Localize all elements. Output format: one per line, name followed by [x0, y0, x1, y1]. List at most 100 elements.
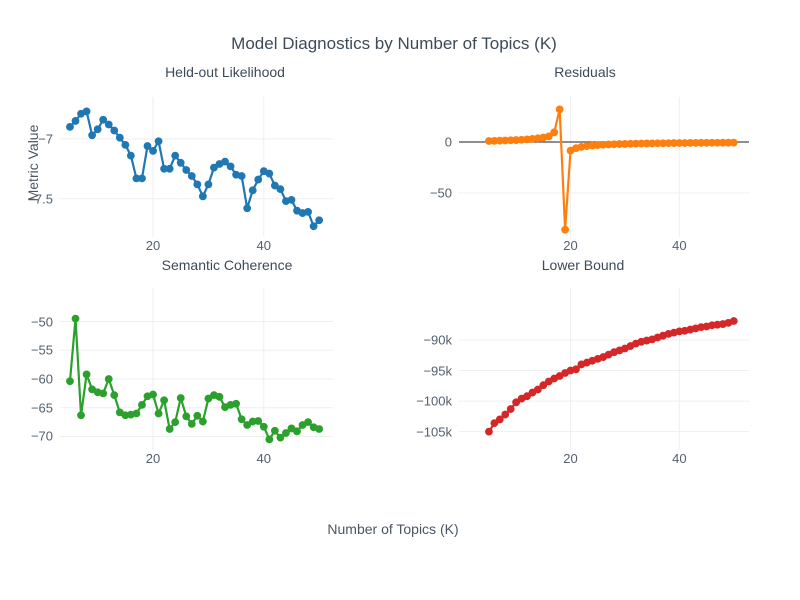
data-point-marker [171, 151, 180, 160]
data-point-marker [495, 136, 504, 145]
data-point-marker [555, 105, 564, 114]
data-point-marker [160, 396, 169, 405]
data-point-marker [485, 137, 493, 145]
subplot-held-out-likelihood [60, 97, 333, 237]
data-point-marker [713, 138, 722, 147]
data-point-marker [210, 163, 218, 172]
data-point-marker [561, 225, 569, 234]
series-line [487, 108, 735, 231]
data-point-marker [506, 405, 515, 413]
data-point-marker [221, 157, 229, 166]
data-point-marker [282, 429, 290, 437]
data-point-marker [315, 216, 324, 225]
subplot-lower-bound [459, 288, 749, 450]
data-point-marker [544, 132, 553, 141]
data-point-marker [104, 375, 113, 383]
data-point-marker [198, 192, 207, 201]
y-tick-label: −100k [416, 393, 452, 409]
data-point-marker [265, 435, 274, 444]
data-point-marker [138, 174, 146, 183]
data-point-marker [304, 207, 312, 216]
y-tick-label: −7 [38, 131, 53, 147]
y-axis-title: Metric Value [25, 124, 41, 202]
x-tick-label: 20 [563, 451, 578, 466]
data-point-marker [132, 409, 141, 418]
data-point-marker [293, 427, 301, 436]
figure-title: Model Diagnostics by Number of Topics (K… [231, 34, 557, 53]
data-point-marker [309, 222, 318, 231]
data-point-marker [232, 399, 240, 408]
subplot-title-held-out-likelihood: Held-out Likelihood [165, 64, 285, 80]
x-axis-title: Number of Topics (K) [327, 521, 459, 537]
series-line [68, 110, 321, 228]
data-point-marker [71, 314, 80, 323]
data-point-marker [697, 138, 706, 147]
subplot-residuals [459, 97, 749, 237]
y-tick-label: −65 [30, 400, 53, 416]
subplot-title-residuals: Residuals [554, 64, 616, 80]
data-point-marker [198, 417, 207, 426]
data-point-marker [176, 394, 185, 402]
x-tick-label: 20 [145, 238, 161, 253]
y-tick-label: −60 [30, 371, 53, 387]
data-point-marker [675, 139, 684, 147]
data-point-marker [501, 410, 510, 419]
x-tick-label: 20 [145, 451, 161, 466]
x-tick-label: 40 [256, 451, 271, 466]
data-point-marker [143, 142, 152, 150]
data-point-marker [270, 181, 279, 190]
subplot-title-semantic-coherence: Semantic Coherence [161, 257, 293, 273]
data-point-marker [110, 391, 119, 399]
y-tick-label: −70 [30, 428, 53, 444]
data-point-marker [126, 151, 135, 160]
data-point-marker [160, 164, 169, 173]
data-point-marker [276, 185, 285, 194]
data-point-marker [193, 180, 202, 189]
data-point-marker [182, 412, 191, 421]
data-point-marker [686, 139, 695, 147]
data-point-marker [176, 158, 185, 167]
data-point-marker [193, 411, 202, 420]
data-point-marker [104, 120, 113, 129]
subplot-title-lower-bound: Lower Bound [541, 257, 625, 273]
data-point-marker [604, 140, 613, 149]
data-point-marker [691, 138, 700, 147]
y-tick-label: −50 [30, 314, 53, 329]
data-point-marker [276, 433, 285, 442]
data-point-marker [670, 139, 678, 147]
data-point-marker [664, 139, 673, 148]
data-point-marker [66, 377, 74, 386]
data-point-marker [729, 138, 738, 147]
series-line [487, 319, 735, 433]
data-point-marker [204, 180, 213, 189]
data-point-marker [708, 138, 716, 147]
data-point-marker [495, 415, 504, 424]
data-point-marker [254, 175, 263, 184]
data-point-marker [259, 422, 268, 431]
data-point-marker [77, 411, 85, 420]
data-point-marker [270, 426, 279, 435]
y-tick-label: −55 [30, 342, 53, 358]
data-point-marker [132, 174, 141, 183]
data-point-marker [729, 317, 738, 325]
y-tick-label: −105k [416, 424, 452, 440]
data-point-marker [254, 417, 263, 425]
x-tick-label: 40 [256, 238, 271, 253]
series-line [68, 317, 321, 441]
data-point-marker [621, 140, 629, 148]
data-point-marker [99, 389, 108, 398]
data-point-marker [702, 138, 711, 147]
data-point-marker [615, 140, 624, 148]
y-tick-label: 0 [444, 134, 452, 150]
data-point-marker [149, 146, 157, 155]
data-point-marker [149, 390, 157, 399]
data-point-marker [572, 365, 580, 374]
data-point-marker [115, 133, 124, 142]
data-point-marker [66, 123, 74, 131]
y-tick-label: −95k [423, 363, 452, 379]
data-point-marker [88, 131, 97, 140]
data-point-marker [610, 140, 618, 149]
data-point-marker [287, 196, 296, 204]
data-point-marker [550, 128, 559, 137]
